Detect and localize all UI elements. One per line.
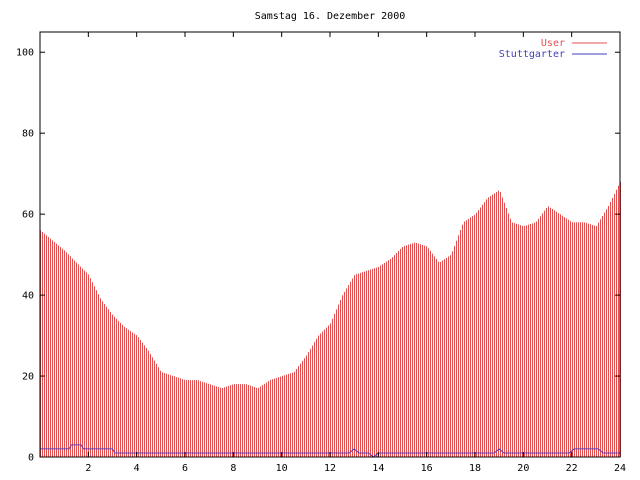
x-tick-label: 2	[85, 463, 91, 474]
x-tick-label: 20	[517, 463, 529, 474]
x-tick-label: 24	[614, 463, 626, 474]
y-tick-label: 60	[22, 210, 34, 221]
x-tick-label: 22	[566, 463, 578, 474]
x-tick-label: 8	[230, 463, 236, 474]
y-axis: 0 20 40 60 80 100	[16, 48, 620, 464]
legend: User Stuttgarter	[499, 38, 607, 60]
y-tick-label: 0	[28, 453, 34, 464]
x-tick-label: 18	[469, 463, 481, 474]
y-tick-label: 40	[22, 291, 34, 302]
x-tick-label: 6	[182, 463, 188, 474]
y-tick-label: 20	[22, 372, 34, 383]
x-tick-label: 14	[372, 463, 384, 474]
x-tick-label: 16	[421, 463, 433, 474]
user-bars	[40, 181, 621, 457]
legend-label-stuttgarter: Stuttgarter	[499, 49, 565, 60]
x-tick-label: 10	[276, 463, 288, 474]
x-tick-label: 12	[324, 463, 336, 474]
y-tick-label: 80	[22, 129, 34, 140]
chart-title: Samstag 16. Dezember 2000	[255, 11, 406, 22]
x-tick-label: 4	[134, 463, 140, 474]
y-tick-label: 100	[16, 48, 34, 59]
legend-label-user: User	[541, 38, 565, 49]
x-axis: 2 4 6 8 10 12 14 16 18 20 22 24	[85, 32, 626, 474]
